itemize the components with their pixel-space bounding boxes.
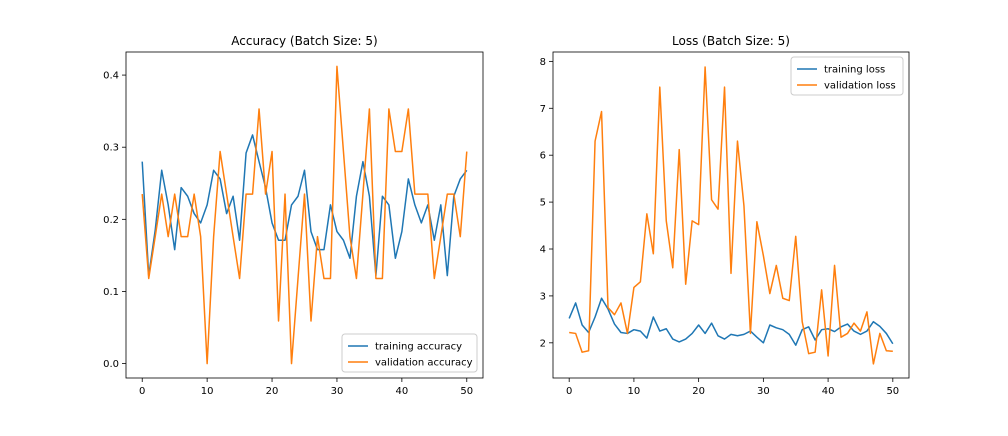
loss-y-tick-label: 4 bbox=[540, 245, 546, 256]
loss-x-tick-label: 10 bbox=[628, 386, 641, 397]
accuracy-axes-frame bbox=[125, 51, 484, 379]
accuracy-y-tick-label: 0.3 bbox=[103, 143, 119, 154]
loss-x-tick-label: 30 bbox=[757, 386, 770, 397]
accuracy-chart-title: Accuracy (Batch Size: 5) bbox=[231, 34, 377, 48]
loss-y-tick-label: 3 bbox=[540, 291, 546, 302]
loss-x-tick-label: 40 bbox=[822, 386, 835, 397]
accuracy-x-tick-label: 20 bbox=[266, 386, 279, 397]
accuracy-x-tick-label: 0 bbox=[139, 386, 145, 397]
loss-legend-box bbox=[790, 56, 904, 96]
loss-x-tick-label: 50 bbox=[886, 386, 899, 397]
accuracy-series-line-training bbox=[141, 134, 468, 277]
loss-y-tick-label: 5 bbox=[540, 198, 546, 209]
loss-y-tick-label: 7 bbox=[540, 104, 546, 115]
accuracy-y-tick-label: 0.2 bbox=[103, 215, 119, 226]
loss-series-line-training bbox=[568, 297, 894, 346]
loss-series-line-validation bbox=[569, 66, 893, 365]
loss-legend: training loss validation loss bbox=[790, 56, 904, 96]
loss-chart: Loss (Batch Size: 5) 0 10 20 30 40 50 2 3 4 5 6 7 8 tr… bbox=[540, 34, 910, 397]
accuracy-x-tick-label: 30 bbox=[331, 386, 344, 397]
accuracy-x-tick-label: 50 bbox=[460, 386, 473, 397]
loss-y-tick-label: 2 bbox=[540, 338, 546, 349]
loss-x-tick-label: 20 bbox=[692, 386, 705, 397]
accuracy-x-tick-label: 40 bbox=[395, 386, 408, 397]
accuracy-chart: Accuracy (Batch Size: 5) 0 10 20 30 40 50 0.0 0.… bbox=[103, 34, 484, 397]
loss-x-tick-label: 0 bbox=[566, 386, 572, 397]
accuracy-y-tick-label: 0.0 bbox=[103, 359, 119, 370]
accuracy-y-tick-label: 0.4 bbox=[103, 71, 119, 82]
accuracy-legend: training accuracy validation accuracy bbox=[341, 333, 478, 373]
accuracy-series-line-validation bbox=[141, 65, 468, 365]
accuracy-x-tick-label: 10 bbox=[201, 386, 214, 397]
loss-y-tick-label: 6 bbox=[540, 151, 546, 162]
loss-y-tick-label: 8 bbox=[540, 57, 546, 68]
accuracy-y-tick-label: 0.1 bbox=[103, 287, 119, 298]
loss-axes-frame bbox=[552, 51, 910, 379]
accuracy-legend-box bbox=[341, 333, 478, 373]
loss-chart-title: Loss (Batch Size: 5) bbox=[672, 34, 790, 48]
accuracy-legend-label: validation accuracy bbox=[375, 358, 473, 369]
accuracy-legend-label: training accuracy bbox=[375, 342, 462, 353]
loss-legend-label: validation loss bbox=[824, 81, 896, 92]
loss-legend-label: training loss bbox=[824, 65, 885, 76]
